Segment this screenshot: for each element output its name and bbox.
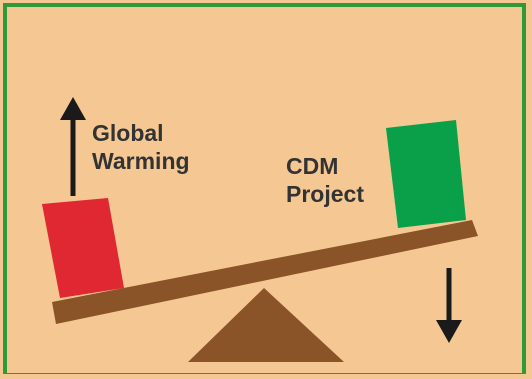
arrow-down-icon <box>436 268 462 343</box>
seesaw-plank <box>52 220 478 324</box>
cdm-project-block <box>386 120 466 228</box>
fulcrum <box>188 288 344 362</box>
global-warming-block <box>42 198 124 298</box>
global-warming-label: Global Warming <box>92 119 190 175</box>
global-warming-label-line2: Warming <box>92 148 190 174</box>
cdm-project-label-line2: Project <box>286 181 364 207</box>
cdm-project-label-line1: CDM <box>286 153 339 179</box>
global-warming-label-line1: Global <box>92 120 164 146</box>
arrow-up-icon <box>60 97 86 196</box>
cdm-project-label: CDM Project <box>286 152 364 208</box>
